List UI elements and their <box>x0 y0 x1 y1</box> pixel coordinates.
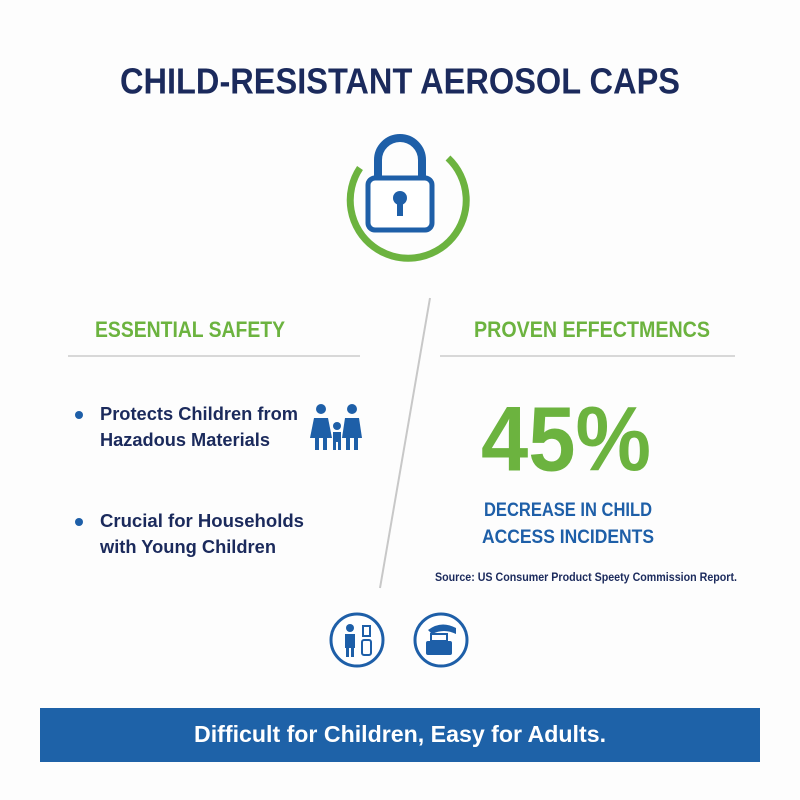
child-aerosol-icon <box>329 612 385 668</box>
bullet-dot <box>75 411 83 419</box>
bullet-dot <box>75 518 83 526</box>
stat: 45% <box>481 388 651 490</box>
cap-press-icon <box>413 612 469 668</box>
bullet-text: Protects Children from <box>100 404 298 424</box>
banner-text: Difficult for Children, Easy for Adults. <box>194 721 606 747</box>
stat-caption: DECREASE IN CHILD <box>484 500 652 521</box>
source: Source: US Consumer Product Speety Commi… <box>435 570 737 584</box>
bullet-text: Crucial for Households <box>100 511 304 531</box>
banner <box>40 708 760 762</box>
section-heading: ESSENTIAL SAFETY <box>95 317 285 342</box>
title: CHILD-RESISTANT AEROSOL CAPS <box>120 61 680 102</box>
bullet-text: with Young Children <box>99 537 276 557</box>
section-heading: PROVEN EFFECTMENCS <box>474 317 710 342</box>
divider <box>379 297 431 589</box>
bullet-text: Hazadous Materials <box>100 430 270 450</box>
lock-icon <box>346 134 470 262</box>
stat-caption: ACCESS INCIDENTS <box>482 527 654 548</box>
family-icon <box>310 404 362 450</box>
